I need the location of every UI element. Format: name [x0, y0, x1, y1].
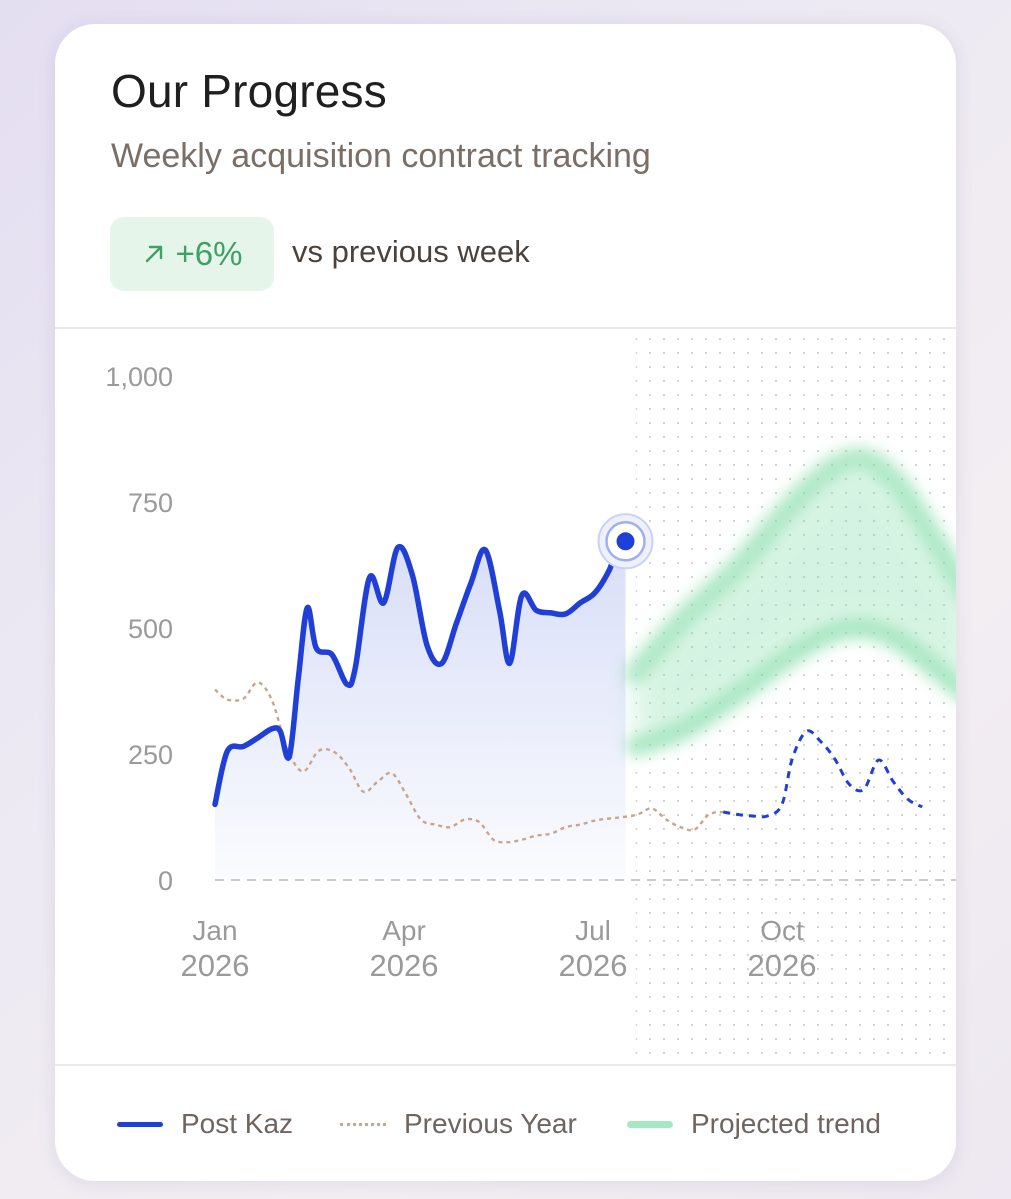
legend-item-post-kaz: Post Kaz — [117, 1108, 293, 1140]
post-kaz-line — [212, 538, 629, 808]
legend-swatch-previous-year — [340, 1122, 386, 1126]
projected-upper-line — [624, 447, 956, 685]
x-tick-label-year: 2026 — [559, 948, 628, 983]
legend-divider — [55, 1064, 956, 1066]
y-tick-label: 500 — [128, 614, 173, 644]
progress-chart: 02505007501,000Jan2026Apr2026Jul2026Oct2… — [105, 330, 956, 1064]
x-tick-label-month: Jan — [192, 915, 237, 946]
change-badge: +6% — [110, 217, 274, 291]
y-tick-label: 0 — [158, 866, 173, 896]
chart-legend: Post Kaz Previous Year Projected trend — [55, 1066, 956, 1181]
progress-card: Our Progress Weekly acquisition contract… — [55, 24, 956, 1181]
post-kaz-area — [215, 541, 626, 880]
arrow-up-right-icon — [145, 245, 162, 263]
change-value: +6% — [175, 235, 243, 272]
x-tick-label-month: Jul — [575, 915, 611, 946]
legend-label-previous-year: Previous Year — [404, 1108, 577, 1139]
change-caption: vs previous week — [292, 234, 530, 269]
x-tick-label-year: 2026 — [181, 948, 250, 983]
legend-item-previous-year: Previous Year — [340, 1108, 577, 1140]
previous-year-line — [214, 681, 724, 844]
card-subtitle: Weekly acquisition contract tracking — [111, 137, 651, 175]
projected-band — [635, 458, 956, 747]
header-divider — [55, 327, 956, 329]
y-tick-label: 750 — [128, 488, 173, 518]
y-tick-label: 250 — [128, 740, 173, 770]
legend-swatch-projected-trend — [627, 1120, 673, 1128]
x-tick-label-month: Oct — [760, 915, 804, 946]
x-tick-label-month: Apr — [382, 915, 426, 946]
card-title: Our Progress — [111, 65, 387, 117]
legend-label-projected-trend: Projected trend — [691, 1108, 881, 1139]
legend-swatch-post-kaz — [117, 1121, 163, 1127]
current-point-marker[interactable] — [616, 532, 635, 551]
x-tick-label-year: 2026 — [370, 948, 439, 983]
legend-label-post-kaz: Post Kaz — [181, 1108, 294, 1139]
y-tick-label: 1,000 — [105, 362, 173, 392]
x-tick-label-year: 2026 — [748, 948, 817, 983]
legend-item-projected-trend: Projected trend — [627, 1108, 881, 1140]
previous-year-projection-line — [722, 729, 923, 819]
projected-lower-line — [625, 617, 956, 757]
